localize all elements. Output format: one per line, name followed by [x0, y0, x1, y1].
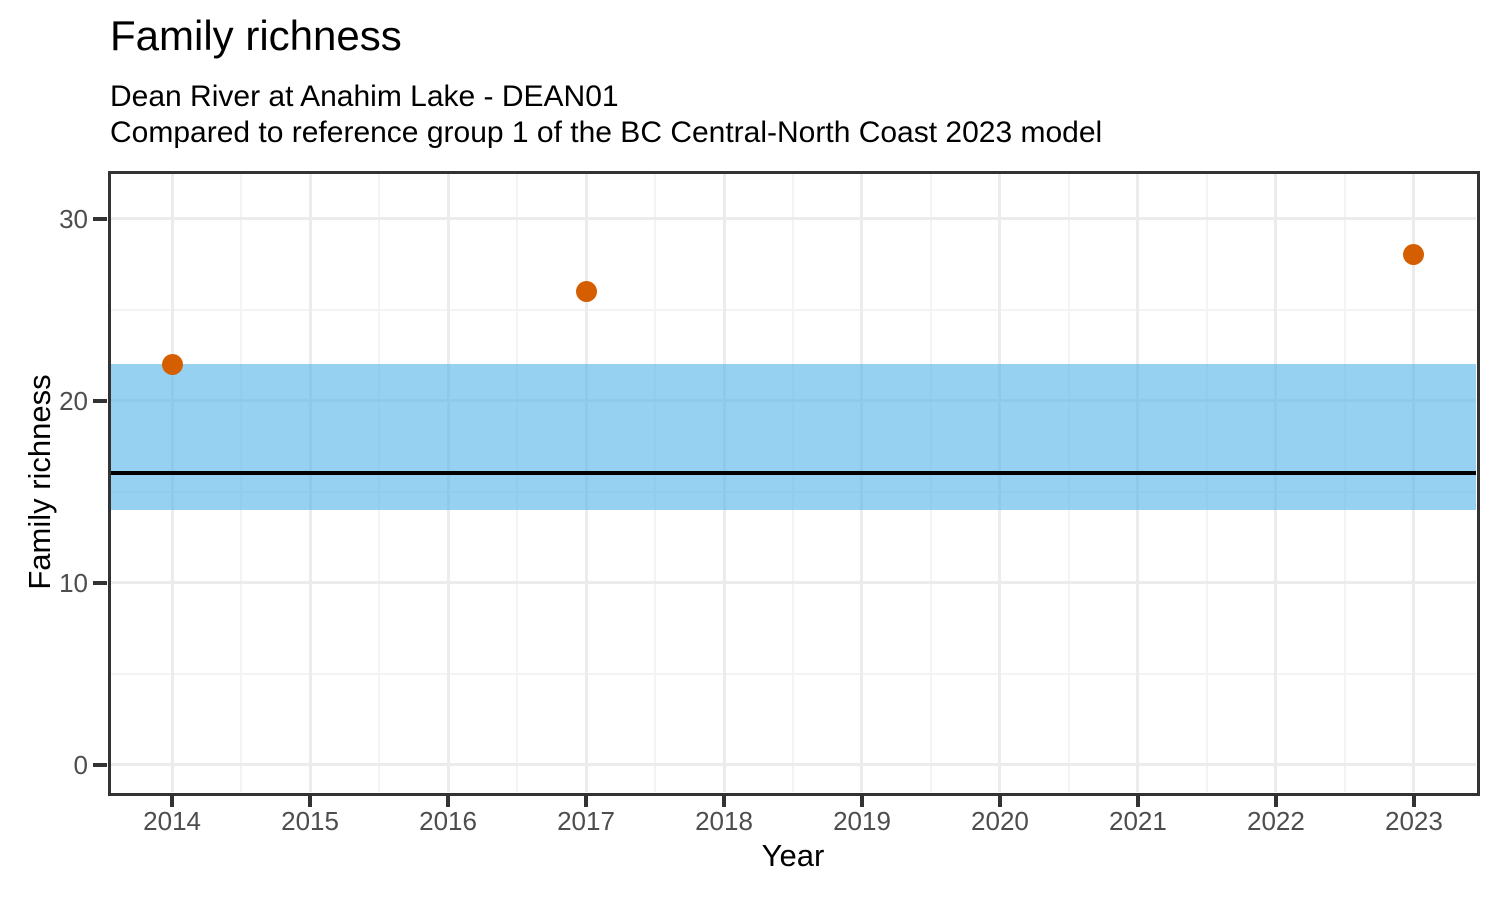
reference-line — [110, 471, 1476, 476]
x-tick-label: 2023 — [1384, 806, 1443, 836]
y-axis-title: Family richness — [22, 374, 57, 590]
major-gridline-y — [110, 581, 1476, 585]
x-axis-tick — [1411, 793, 1416, 807]
x-tick-label: 2014 — [143, 806, 201, 836]
x-tick-label: 2022 — [1247, 806, 1305, 836]
y-tick-label: 10 — [59, 567, 88, 598]
y-axis-tick — [93, 580, 107, 585]
x-axis-tick — [446, 793, 451, 807]
major-gridline-y — [110, 217, 1476, 220]
chart-subtitle-line-1: Dean River at Anahim Lake - DEAN01 — [110, 80, 619, 113]
y-axis-tick — [93, 398, 107, 403]
x-tick-label: 2015 — [281, 806, 339, 836]
x-axis-tick — [170, 793, 175, 807]
x-axis-tick — [722, 793, 726, 807]
y-axis-tick — [93, 762, 107, 767]
plot-panel — [110, 173, 1476, 792]
x-tick-label: 2021 — [1109, 806, 1167, 836]
x-tick-label: 2017 — [557, 806, 615, 836]
reference-band — [110, 364, 1476, 510]
y-axis-tick — [93, 216, 107, 221]
x-tick-label: 2019 — [833, 806, 891, 836]
chart-title: Family richness — [110, 12, 402, 59]
y-tick-label: 20 — [59, 385, 88, 416]
x-axis-tick — [997, 793, 1002, 807]
x-axis-tick — [1273, 793, 1278, 807]
y-tick-label: 0 — [73, 749, 88, 780]
x-axis-tick — [1135, 793, 1140, 807]
data-point — [575, 280, 597, 302]
x-tick-label: 2018 — [695, 806, 753, 836]
x-tick-label: 2016 — [419, 806, 477, 836]
x-axis-title: Year — [761, 838, 825, 873]
chart-subtitle: Dean River at Anahim Lake - DEAN01 Compa… — [110, 79, 1102, 151]
major-gridline-y — [110, 763, 1476, 767]
x-axis-tick — [859, 793, 864, 807]
x-axis-tick — [308, 793, 313, 807]
x-axis-tick — [584, 793, 589, 807]
x-tick-label: 2020 — [971, 806, 1029, 836]
y-tick-label: 30 — [59, 203, 88, 234]
data-point — [161, 353, 183, 375]
data-point — [1403, 244, 1425, 266]
chart-subtitle-line-2: Compared to reference group 1 of the BC … — [110, 116, 1103, 149]
